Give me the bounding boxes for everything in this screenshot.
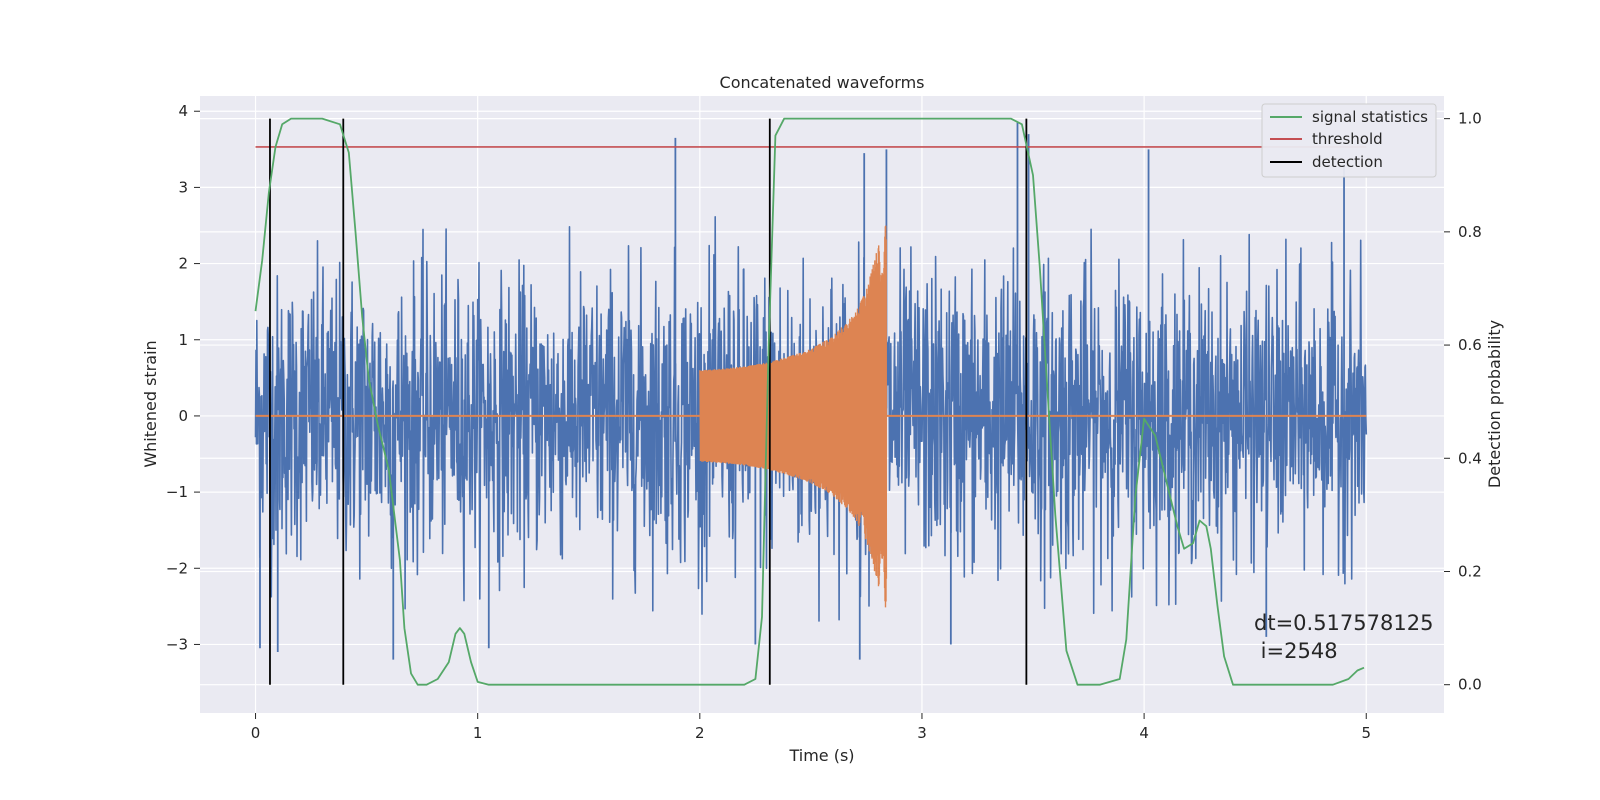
chirp-trace bbox=[699, 225, 888, 608]
annotation-dt: dt=0.517578125 bbox=[1254, 611, 1433, 635]
x-tick-label: 4 bbox=[1139, 724, 1149, 742]
y2-tick-label: 0.6 bbox=[1458, 336, 1482, 354]
statistic-line bbox=[254, 117, 1365, 686]
y-tick-label: 4 bbox=[178, 102, 188, 120]
y-tick-label: 2 bbox=[178, 255, 188, 273]
x-tick-label: 0 bbox=[251, 724, 261, 742]
y2-tick-label: 1.0 bbox=[1458, 110, 1482, 128]
y2-tick-label: 0.2 bbox=[1458, 562, 1482, 580]
detection-lines bbox=[269, 118, 1028, 685]
chart-title: Concatenated waveforms bbox=[720, 73, 925, 92]
legend-box bbox=[1261, 103, 1437, 178]
x-axis-label: Time (s) bbox=[788, 746, 854, 765]
legend-label-detection: detection bbox=[1312, 153, 1383, 171]
x-tick-label: 1 bbox=[473, 724, 483, 742]
y-tick-label: 1 bbox=[178, 331, 188, 349]
x-tick-label: 5 bbox=[1361, 724, 1371, 742]
y-tick-label: −2 bbox=[166, 559, 188, 577]
y2-tick-label: 0.4 bbox=[1458, 449, 1482, 467]
y2-tick-label: 0.0 bbox=[1458, 676, 1482, 694]
y-axis-label: Whitened strain bbox=[141, 340, 160, 467]
y-tick-label: −3 bbox=[166, 635, 188, 653]
plot-area bbox=[254, 117, 1368, 686]
legend-label-threshold: threshold bbox=[1312, 130, 1383, 148]
y-tick-label: −1 bbox=[166, 483, 188, 501]
signal-waveform bbox=[699, 225, 888, 608]
y2-axis-label: Detection probability bbox=[1485, 320, 1504, 488]
statistic-series-line bbox=[254, 117, 1365, 686]
legend: signal statistics threshold detection bbox=[1261, 103, 1437, 178]
x-tick-label: 2 bbox=[695, 724, 705, 742]
legend-label-statistic: signal statistics bbox=[1312, 108, 1428, 126]
y-tick-label: 3 bbox=[178, 178, 188, 196]
y2-tick-label: 0.8 bbox=[1458, 223, 1482, 241]
y-tick-label: 0 bbox=[178, 407, 188, 425]
x-tick-label: 3 bbox=[917, 724, 927, 742]
annotation-index: i=2548 bbox=[1254, 639, 1338, 663]
axis-ticks: 0 1 2 3 4 5 −3 −2 −1 0 1 2 3 4 0.0 0.2 0.4 0.6 0.8 1.0 bbox=[166, 102, 1482, 742]
